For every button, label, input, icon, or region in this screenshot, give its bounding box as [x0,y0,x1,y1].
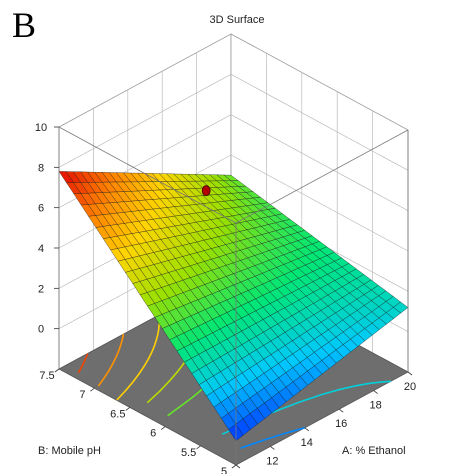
x-tick-label: 12 [266,455,278,467]
contour-line [240,427,306,449]
y-tick-mark [160,426,166,430]
y-tick-mark [231,464,237,469]
y-tick-label: 6.5 [110,408,125,420]
y-tick-mark [196,445,201,450]
box-edge [235,129,409,224]
x-tick-mark [338,408,344,413]
y-tick-label: 7.5 [39,370,54,382]
box-edge [58,126,237,224]
wall-grid-line [58,74,232,168]
contour-line [97,333,125,387]
surface-cell [393,301,409,314]
x-tick-label: 14 [301,437,313,449]
x-tick-mark [407,371,413,376]
y-tick-mark [90,387,95,392]
design-point [201,185,211,197]
z-tick-label: 8 [38,162,44,174]
x-tick-mark [270,446,275,450]
chart-title: 3D Surface [209,14,265,26]
x-tick-mark [304,427,310,432]
y-axis-label: B: Mobile pH [38,445,101,457]
wall-grid-line [230,74,409,171]
y-tick-mark [125,407,131,411]
contour-line [116,314,161,401]
y-tick-mark [54,368,60,373]
wall-grid-line [230,154,409,252]
y-tick-label: 6 [150,428,156,440]
panel-letter: B [12,5,37,45]
x-tick-label: 20 [404,381,416,393]
y-tick-label: 7 [79,389,85,401]
y-tick-label: 5 [221,466,227,474]
contour-line [77,353,89,374]
z-tick-label: 6 [38,203,44,215]
x-tick-label: 18 [369,400,381,412]
z-tick-label: 10 [35,122,47,134]
y-tick-label: 5.5 [181,447,196,459]
x-tick-label: 16 [335,418,347,430]
z-tick-label: 4 [38,243,44,255]
wall-grid-line [230,114,409,211]
x-tick-mark [373,390,378,394]
contour-line [221,380,391,435]
x-axis-label: A: % Ethanol [342,445,406,457]
x-tick-mark [235,464,241,469]
z-tick-label: 2 [38,283,44,295]
z-tick-label: 0 [38,324,44,336]
